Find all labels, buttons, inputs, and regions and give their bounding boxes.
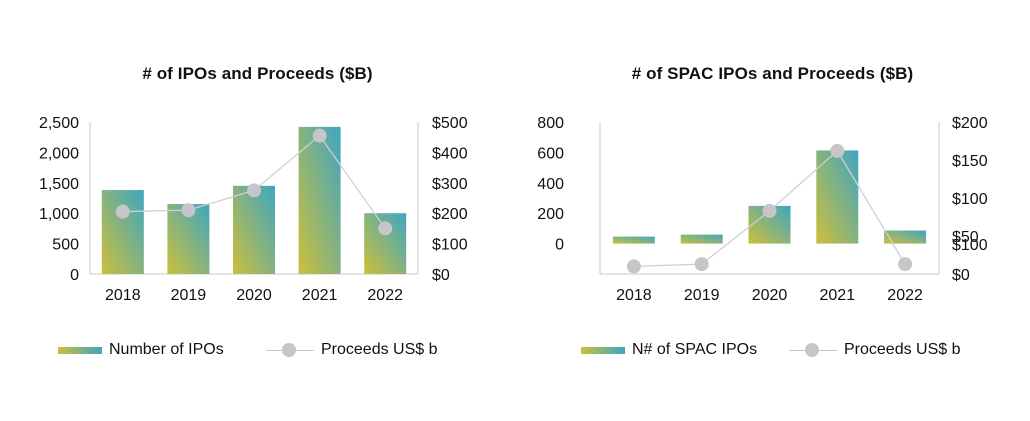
legend-item-line: Proceeds US$ b	[266, 338, 438, 362]
proceeds-point-2019	[181, 203, 196, 218]
ipo-chart-plot: 0 500 1,000 1,500 2,000 2,500 $0 $100 $200 $300 $4…	[39, 115, 468, 304]
left-tick-label: 0	[555, 237, 564, 254]
bar-2021	[816, 150, 859, 244]
left-tick-label: 600	[537, 145, 564, 162]
proceeds-point-2018	[626, 259, 641, 274]
right-tick-label: $0	[952, 267, 970, 284]
bar-2018	[101, 190, 144, 274]
legend-label: N# of SPAC IPOs	[632, 341, 758, 358]
proceeds-point-2020	[247, 183, 261, 198]
bar-2020	[233, 185, 275, 274]
right-tick-label: $400	[432, 145, 468, 162]
left-tick-label: 400	[537, 176, 564, 193]
legend-label: Number of IPOs	[109, 341, 224, 358]
left-tick-label: 800	[537, 115, 564, 132]
proceeds-point-2021	[312, 128, 327, 143]
left-tick-label: 200	[537, 206, 564, 223]
bar-2021	[298, 126, 341, 274]
right-tick-label: $100	[952, 237, 988, 254]
bar-2022	[884, 230, 927, 244]
x-tick-label: 2018	[105, 287, 141, 304]
left-tick-label: 1,000	[39, 206, 79, 223]
left-tick-label: 2,000	[39, 145, 79, 162]
line-marker-icon	[789, 343, 837, 357]
legend: N# of SPAC IPOs Proceeds US$ b	[515, 338, 1030, 362]
left-tick-label: 500	[52, 237, 79, 254]
x-tick-label: 2019	[684, 287, 720, 304]
bar-swatch-icon	[581, 346, 625, 354]
x-tick-label: 2018	[616, 287, 652, 304]
right-tick-label: $200	[952, 115, 988, 132]
x-tick-label: 2020	[236, 287, 272, 304]
right-tick-label: $0	[432, 267, 450, 284]
left-tick-label: 2,500	[39, 115, 79, 132]
line-marker-icon	[266, 343, 314, 357]
right-tick-label: $50	[952, 229, 979, 246]
proceeds-point-2022	[898, 257, 913, 272]
right-tick-label: $300	[432, 176, 468, 193]
legend-item-line: Proceeds US$ b	[789, 338, 961, 362]
x-tick-label: 2019	[171, 287, 207, 304]
proceeds-point-2020	[762, 203, 777, 218]
right-tick-label: $100	[432, 237, 468, 254]
spac-chart: # of SPAC IPOs and Proceeds ($B) 0 200 400…	[515, 0, 1030, 421]
proceeds-point-2018	[115, 204, 130, 219]
x-tick-label: 2022	[887, 287, 923, 304]
bar-swatch-icon	[58, 346, 102, 354]
legend-label: Proceeds US$ b	[844, 341, 961, 358]
left-tick-label: 0	[70, 267, 79, 284]
proceeds-point-2021	[830, 143, 845, 158]
x-tick-label: 2021	[302, 287, 338, 304]
ipo-chart: # of IPOs and Proceeds ($B) 0 500 1,000 1,5…	[0, 64, 515, 362]
proceeds-point-2022	[378, 221, 393, 236]
right-tick-label: $100	[952, 191, 988, 208]
chart-title: # of SPAC IPOs and Proceeds ($B)	[631, 64, 914, 83]
right-tick-label: $500	[432, 115, 468, 132]
legend-item-bars: Number of IPOs	[58, 338, 224, 362]
bar-2018	[612, 236, 655, 244]
proceeds-point-2019	[694, 257, 709, 272]
bar-2019	[680, 234, 723, 244]
legend-label: Proceeds US$ b	[321, 341, 438, 358]
left-tick-label: 1,500	[39, 176, 79, 193]
legend: Number of IPOs Proceeds US$ b	[0, 338, 515, 362]
legend-item-bars: N# of SPAC IPOs	[581, 338, 757, 362]
chart-title: # of IPOs and Proceeds ($B)	[142, 64, 373, 83]
x-tick-label: 2021	[820, 287, 856, 304]
x-tick-label: 2022	[367, 287, 403, 304]
right-tick-label: $200	[432, 206, 468, 223]
right-tick-label: $150	[952, 153, 988, 170]
x-tick-label: 2020	[752, 287, 788, 304]
